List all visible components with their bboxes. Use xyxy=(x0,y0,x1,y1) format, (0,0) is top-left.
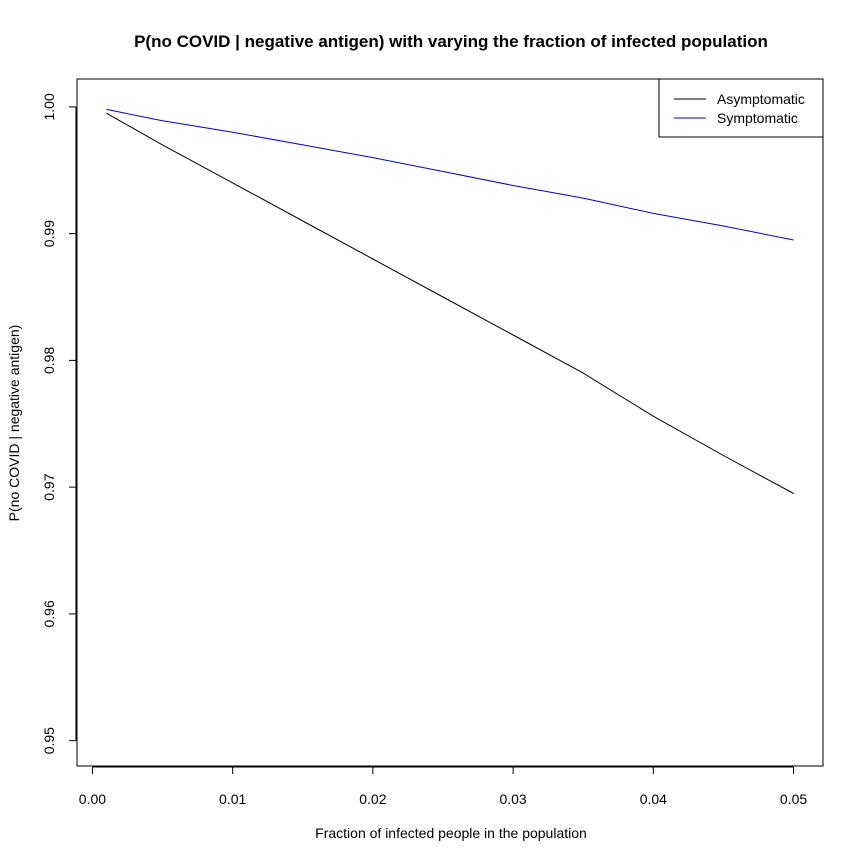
y-axis-label: P(no COVID | negative antigen) xyxy=(6,325,22,522)
x-axis: 0.00 0.01 0.02 0.03 0.04 0.05 xyxy=(79,766,807,807)
y-tick-label: 0.97 xyxy=(41,473,57,500)
x-tick-label: 0.01 xyxy=(219,791,246,807)
x-tick-label: 0.05 xyxy=(780,791,807,807)
chart-title: P(no COVID | negative antigen) with vary… xyxy=(134,32,768,51)
legend-label: Asymptomatic xyxy=(717,91,805,107)
legend-box xyxy=(658,78,824,138)
y-tick-label: 0.95 xyxy=(41,727,57,754)
series-layer xyxy=(106,108,794,494)
y-tick-label: 0.96 xyxy=(41,600,57,627)
series-line-symptomatic xyxy=(106,108,794,241)
y-tick-label: 0.99 xyxy=(41,220,57,247)
series-line-asymptomatic xyxy=(106,112,794,494)
y-tick-label: 1.00 xyxy=(41,93,57,120)
x-tick-label: 0.04 xyxy=(640,791,667,807)
x-axis-label: Fraction of infected people in the popul… xyxy=(315,825,587,841)
x-tick-label: 0.02 xyxy=(359,791,386,807)
y-axis: 0.95 0.96 0.97 0.98 0.99 1.00 xyxy=(41,93,77,754)
y-tick-label: 0.98 xyxy=(41,347,57,374)
x-tick-label: 0.00 xyxy=(79,791,106,807)
legend-label: Symptomatic xyxy=(717,110,798,126)
plot-frame xyxy=(76,78,824,767)
x-tick-label: 0.03 xyxy=(499,791,526,807)
legend: Asymptomatic Symptomatic xyxy=(658,78,824,138)
